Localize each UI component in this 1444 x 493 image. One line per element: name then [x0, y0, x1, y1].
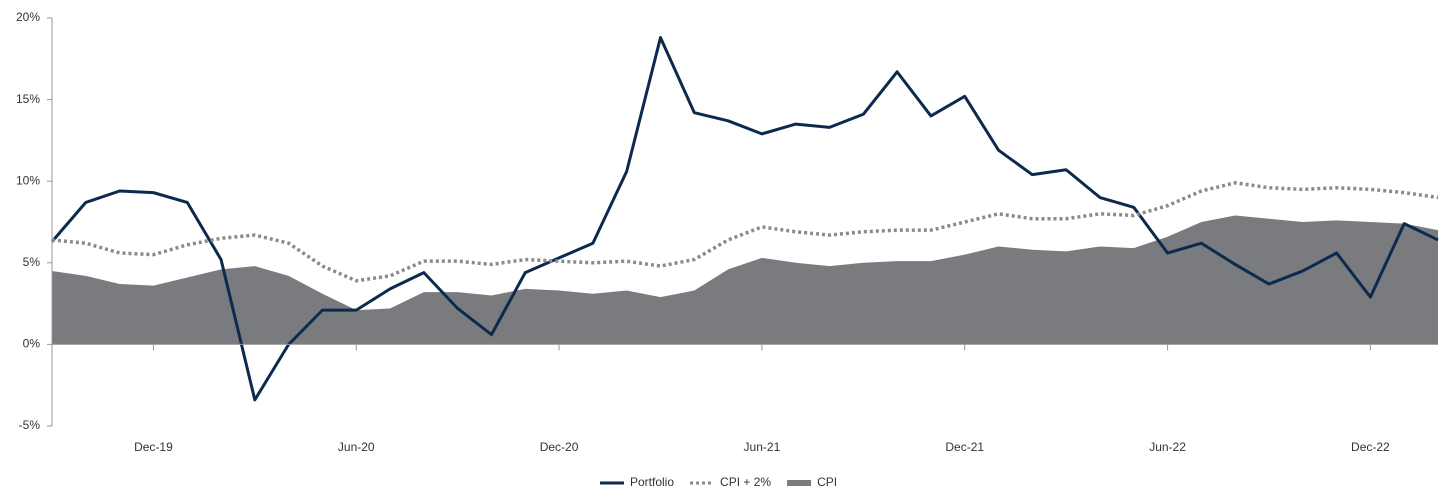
x-tick-label: Jun-22 — [1149, 440, 1186, 454]
x-tick-label: Dec-21 — [945, 440, 984, 454]
y-tick-label: 15% — [16, 92, 40, 106]
cpi-area — [52, 215, 1438, 345]
y-tick-label: 20% — [16, 10, 40, 24]
series-line — [51, 181, 1439, 283]
x-tick-label: Dec-22 — [1351, 440, 1390, 454]
y-tick-label: -5% — [19, 418, 41, 432]
legend-label: CPI — [817, 475, 837, 488]
y-tick-label: 10% — [16, 173, 40, 187]
x-tick-label: Jun-20 — [338, 440, 375, 454]
legend-label: CPI + 2% — [720, 475, 771, 488]
x-tick-label: Jun-21 — [744, 440, 781, 454]
x-tick-label: Dec-20 — [540, 440, 579, 454]
legend-label: Portfolio — [630, 475, 674, 488]
y-tick-label: 5% — [23, 255, 41, 269]
series-line — [50, 36, 1439, 402]
x-tick-label: Dec-19 — [134, 440, 173, 454]
y-tick-label: 0% — [23, 337, 41, 351]
